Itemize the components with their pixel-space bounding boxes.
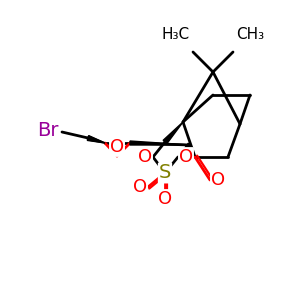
Polygon shape: [130, 141, 190, 145]
Text: CH₃: CH₃: [236, 27, 264, 42]
Text: Br: Br: [37, 121, 59, 140]
Text: O: O: [158, 190, 172, 208]
Text: O: O: [179, 148, 193, 166]
Text: O: O: [133, 178, 147, 196]
Text: O: O: [110, 138, 124, 156]
Text: O: O: [138, 148, 152, 166]
Polygon shape: [87, 136, 105, 143]
Text: H₃C: H₃C: [162, 27, 190, 42]
Polygon shape: [178, 143, 192, 157]
Text: O: O: [211, 171, 225, 189]
Text: S: S: [159, 164, 171, 182]
Polygon shape: [163, 122, 183, 144]
Polygon shape: [87, 136, 105, 143]
